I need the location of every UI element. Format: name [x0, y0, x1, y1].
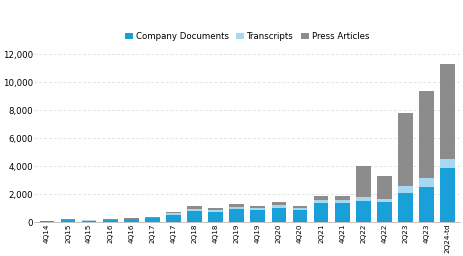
Bar: [293, 210, 307, 222]
Bar: [377, 202, 392, 222]
Bar: [166, 211, 181, 213]
Bar: [419, 178, 434, 187]
Bar: [356, 200, 370, 222]
Bar: [250, 206, 265, 208]
Legend: Company Documents, Transcripts, Press Articles: Company Documents, Transcripts, Press Ar…: [121, 28, 373, 45]
Bar: [293, 208, 307, 210]
Bar: [440, 168, 455, 222]
Bar: [335, 200, 350, 203]
Bar: [250, 208, 265, 210]
Bar: [187, 206, 202, 209]
Bar: [229, 209, 244, 222]
Bar: [61, 219, 75, 220]
Bar: [356, 197, 370, 200]
Bar: [82, 221, 96, 222]
Bar: [124, 219, 138, 222]
Bar: [271, 205, 286, 208]
Bar: [103, 220, 118, 222]
Bar: [145, 217, 160, 218]
Bar: [229, 207, 244, 209]
Bar: [250, 210, 265, 222]
Bar: [313, 196, 328, 200]
Bar: [335, 196, 350, 200]
Bar: [124, 218, 138, 219]
Bar: [208, 210, 223, 212]
Bar: [398, 193, 413, 222]
Bar: [271, 202, 286, 205]
Bar: [103, 219, 118, 220]
Bar: [187, 211, 202, 222]
Bar: [271, 208, 286, 222]
Bar: [377, 176, 392, 199]
Bar: [335, 203, 350, 222]
Bar: [145, 218, 160, 222]
Bar: [208, 208, 223, 210]
Bar: [356, 166, 370, 197]
Bar: [293, 206, 307, 208]
Bar: [208, 212, 223, 222]
Bar: [419, 91, 434, 178]
Bar: [440, 64, 455, 159]
Bar: [440, 159, 455, 168]
Bar: [313, 203, 328, 222]
Bar: [187, 209, 202, 211]
Bar: [398, 186, 413, 193]
Bar: [377, 199, 392, 202]
Bar: [229, 204, 244, 207]
Bar: [398, 113, 413, 186]
Bar: [313, 200, 328, 203]
Bar: [419, 187, 434, 222]
Bar: [166, 213, 181, 215]
Bar: [166, 215, 181, 222]
Bar: [61, 220, 75, 222]
Bar: [39, 221, 54, 222]
